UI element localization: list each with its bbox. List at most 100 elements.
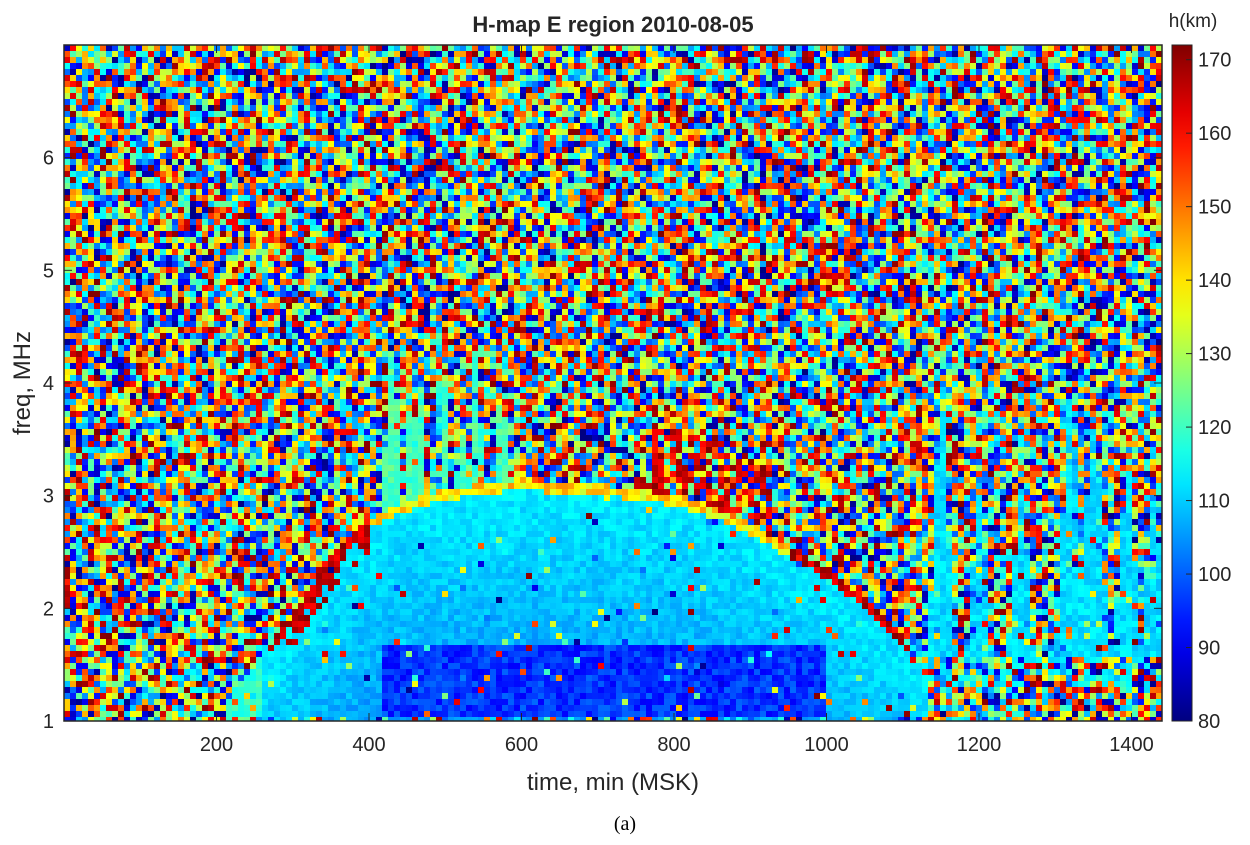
heatmap-cell bbox=[100, 105, 106, 111]
heatmap-cell bbox=[196, 141, 202, 147]
heatmap-cell bbox=[532, 135, 538, 141]
heatmap-cell bbox=[1114, 99, 1120, 105]
heatmap-cell bbox=[976, 195, 982, 201]
heatmap-cell bbox=[454, 171, 460, 177]
heatmap-cell bbox=[982, 123, 988, 129]
heatmap-cell bbox=[886, 183, 892, 189]
heatmap-cell bbox=[496, 57, 502, 63]
heatmap-cell bbox=[1090, 117, 1096, 123]
heatmap-cell bbox=[994, 135, 1000, 141]
heatmap-cell bbox=[508, 105, 514, 111]
heatmap-cell bbox=[268, 153, 274, 159]
heatmap-cell bbox=[166, 177, 172, 183]
heatmap-cell bbox=[214, 177, 220, 183]
heatmap-cell bbox=[316, 81, 322, 87]
heatmap-cell bbox=[310, 201, 316, 207]
heatmap-cell bbox=[178, 165, 184, 171]
heatmap-cell bbox=[64, 171, 70, 177]
heatmap-cell bbox=[160, 75, 166, 81]
heatmap-cell bbox=[1072, 189, 1078, 195]
heatmap-cell bbox=[868, 141, 874, 147]
heatmap-cell bbox=[316, 99, 322, 105]
heatmap-cell bbox=[556, 159, 562, 165]
heatmap-cell bbox=[214, 153, 220, 159]
heatmap-cell bbox=[274, 195, 280, 201]
heatmap-cell bbox=[412, 117, 418, 123]
heatmap-cell bbox=[1090, 111, 1096, 117]
heatmap-cell bbox=[784, 159, 790, 165]
heatmap-cell bbox=[628, 195, 634, 201]
heatmap-cell bbox=[136, 183, 142, 189]
heatmap-cell bbox=[580, 165, 586, 171]
heatmap-cell bbox=[1072, 111, 1078, 117]
heatmap-cell bbox=[1108, 171, 1114, 177]
heatmap-cell bbox=[868, 159, 874, 165]
heatmap-cell bbox=[562, 63, 568, 69]
heatmap-cell bbox=[1036, 87, 1042, 93]
heatmap-cell bbox=[694, 63, 700, 69]
heatmap-cell bbox=[658, 171, 664, 177]
heatmap-cell bbox=[1060, 153, 1066, 159]
heatmap-cell bbox=[382, 81, 388, 87]
heatmap-cell bbox=[268, 129, 274, 135]
heatmap-cell bbox=[484, 177, 490, 183]
heatmap-cell bbox=[838, 51, 844, 57]
heatmap-cell bbox=[1096, 111, 1102, 117]
heatmap-cell bbox=[160, 201, 166, 207]
heatmap-cell bbox=[1006, 111, 1012, 117]
heatmap-cell bbox=[124, 81, 130, 87]
heatmap-cell bbox=[664, 57, 670, 63]
heatmap-cell bbox=[892, 63, 898, 69]
heatmap-cell bbox=[508, 45, 514, 51]
heatmap-cell bbox=[604, 201, 610, 207]
heatmap-cell bbox=[178, 177, 184, 183]
heatmap-cell bbox=[1018, 147, 1024, 153]
heatmap-cell bbox=[382, 63, 388, 69]
heatmap-cell bbox=[874, 153, 880, 159]
heatmap-cell bbox=[1042, 147, 1048, 153]
heatmap-cell bbox=[616, 201, 622, 207]
heatmap-cell bbox=[370, 189, 376, 195]
heatmap-cell bbox=[976, 105, 982, 111]
heatmap-cell bbox=[664, 87, 670, 93]
heatmap-cell bbox=[742, 45, 748, 51]
heatmap-cell bbox=[418, 111, 424, 117]
heatmap-cell bbox=[226, 117, 232, 123]
heatmap-cell bbox=[754, 123, 760, 129]
heatmap-cell bbox=[148, 159, 154, 165]
heatmap-cell bbox=[286, 171, 292, 177]
heatmap-cell bbox=[712, 195, 718, 201]
heatmap-cell bbox=[418, 153, 424, 159]
heatmap-cell bbox=[760, 141, 766, 147]
heatmap-cell bbox=[400, 201, 406, 207]
heatmap-cell bbox=[514, 99, 520, 105]
heatmap-cell bbox=[556, 69, 562, 75]
heatmap-cell bbox=[802, 75, 808, 81]
heatmap-cell bbox=[436, 165, 442, 171]
heatmap-cell bbox=[280, 117, 286, 123]
heatmap-cell bbox=[514, 105, 520, 111]
heatmap-cell bbox=[1114, 195, 1120, 201]
heatmap-cell bbox=[316, 63, 322, 69]
heatmap-cell bbox=[784, 135, 790, 141]
heatmap-cell bbox=[970, 99, 976, 105]
heatmap-cell bbox=[862, 111, 868, 117]
heatmap-cell bbox=[484, 201, 490, 207]
heatmap-cell bbox=[1054, 171, 1060, 177]
heatmap-cell bbox=[742, 87, 748, 93]
heatmap-cell bbox=[568, 129, 574, 135]
heatmap-cell bbox=[154, 195, 160, 201]
heatmap-cell bbox=[574, 69, 580, 75]
heatmap-cell bbox=[310, 135, 316, 141]
heatmap-cell bbox=[1096, 129, 1102, 135]
heatmap-cell bbox=[532, 105, 538, 111]
heatmap-cell bbox=[772, 123, 778, 129]
heatmap-cell bbox=[346, 111, 352, 117]
heatmap-cell bbox=[202, 183, 208, 189]
heatmap-cell bbox=[250, 129, 256, 135]
heatmap-cell bbox=[1096, 63, 1102, 69]
heatmap-cell bbox=[922, 63, 928, 69]
heatmap-cell bbox=[538, 111, 544, 117]
heatmap-cell bbox=[622, 111, 628, 117]
heatmap-cell bbox=[766, 147, 772, 153]
